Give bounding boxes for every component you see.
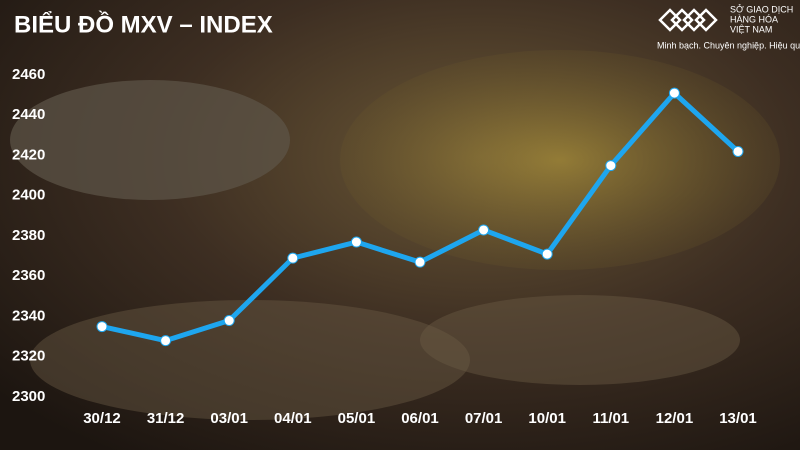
point [96,321,108,333]
y-tick-label: 2340 [12,307,45,324]
x-tick-label: 05/01 [338,410,376,427]
point [287,252,299,264]
logo-icon [658,8,718,32]
x-tick-label: 11/01 [592,410,629,427]
y-tick-label: 2380 [12,227,45,244]
point [541,248,553,260]
y-tick-label: 2420 [12,146,45,163]
y-tick-label: 2320 [12,348,45,365]
point [160,335,172,347]
chart-title: BIỂU ĐỒ MXV – INDEX [14,10,273,38]
x-tick-label: 10/01 [528,410,566,427]
brand-name: HÀNG HÓA [730,14,778,24]
y-tick-label: 2440 [12,106,45,123]
brand-slogan: Minh bạch. Chuyên nghiệp. Hiệu quả [657,40,800,50]
point [478,224,490,236]
point [223,315,235,327]
x-tick-label: 13/01 [719,410,757,427]
point [605,160,617,172]
point [668,87,680,99]
y-tick-label: 2360 [12,267,45,284]
x-tick-label: 03/01 [210,410,248,427]
brand-name: SỞ GIAO DỊCH [730,3,793,14]
y-tick-label: 2300 [12,388,45,405]
x-tick-label: 07/01 [465,410,503,427]
brand-name: VIỆT NAM [730,24,772,34]
x-tick-label: 06/01 [401,410,439,427]
y-tick-label: 2460 [12,66,45,83]
point [350,236,362,248]
x-tick-label: 04/01 [274,410,312,427]
y-tick-label: 2400 [12,187,45,204]
x-tick-label: 30/12 [83,410,121,427]
x-tick-label: 12/01 [656,410,694,427]
beans [30,300,470,420]
beans [420,295,740,385]
oil-bowl [340,50,780,270]
x-tick-label: 31/12 [147,410,185,427]
point [414,256,426,268]
point [732,145,744,157]
logo: SỞ GIAO DỊCH HÀNG HÓA VIỆT NAM Minh bạch… [657,3,800,50]
bowl [10,80,290,200]
